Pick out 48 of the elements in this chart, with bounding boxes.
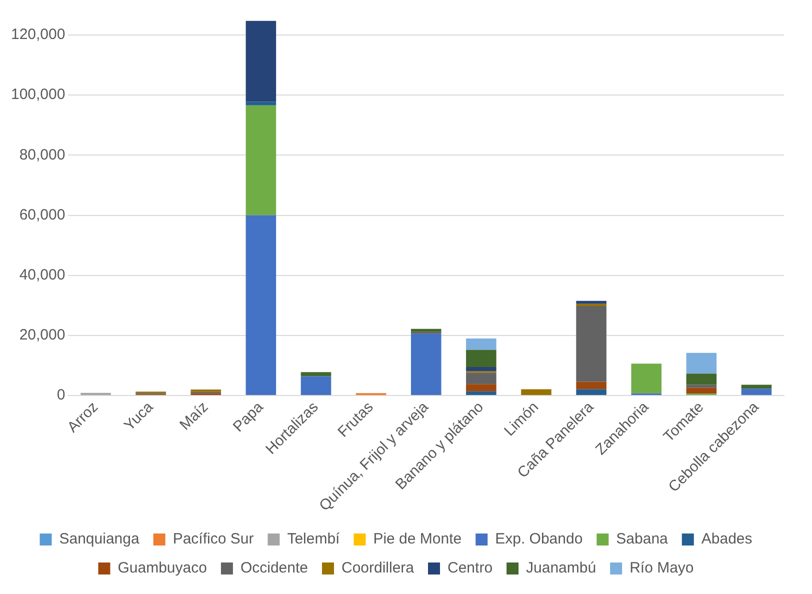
bar	[246, 105, 276, 216]
legend-label: Sanquianga	[59, 530, 140, 548]
bar	[686, 374, 717, 385]
legend-label: Pie de Monte	[373, 530, 462, 548]
bar	[410, 334, 442, 396]
bar	[246, 102, 276, 106]
x-tick-label: Yuca	[120, 398, 158, 434]
bar	[576, 300, 606, 304]
legend-label: Abades	[701, 530, 752, 548]
bar	[466, 384, 496, 392]
bar	[466, 338, 496, 350]
legend-label: Telembí	[287, 530, 341, 548]
bar	[686, 388, 717, 394]
bar	[466, 350, 496, 367]
bar	[466, 366, 496, 372]
legend-label: Occidente	[240, 560, 308, 577]
bar	[576, 389, 606, 396]
y-tick-label: 0	[56, 386, 66, 404]
bar	[410, 328, 442, 332]
bar	[80, 392, 111, 396]
bar	[741, 388, 772, 396]
bar	[466, 372, 496, 384]
y-tick-label: 100,000	[10, 86, 66, 104]
bar	[246, 215, 276, 396]
y-tick-label: 80,000	[19, 146, 66, 164]
bar	[686, 384, 717, 388]
bar	[466, 391, 496, 396]
legend-label: Sabana	[616, 530, 669, 548]
legend-label: Coordillera	[341, 560, 415, 577]
bar	[300, 376, 332, 396]
legend-label: Río Mayo	[630, 560, 694, 577]
y-tick-label: 120,000	[10, 26, 66, 44]
bar	[521, 389, 552, 396]
legend-label: Exp. Obando	[495, 530, 583, 548]
bar	[576, 306, 606, 382]
y-tick-label: 60,000	[19, 206, 66, 224]
legend-label: Juanambú	[526, 560, 596, 577]
y-tick-label: 40,000	[19, 266, 66, 284]
bar	[631, 364, 662, 394]
legend-label: Guambuyaco	[118, 560, 207, 577]
bar	[246, 20, 276, 102]
legend-label: Centro	[448, 560, 493, 577]
bar	[741, 384, 772, 389]
legend-label: Pacífico Sur	[172, 530, 254, 548]
bar	[300, 372, 332, 376]
bar	[686, 352, 717, 374]
y-tick-label: 20,000	[19, 326, 66, 344]
bar	[576, 382, 606, 390]
